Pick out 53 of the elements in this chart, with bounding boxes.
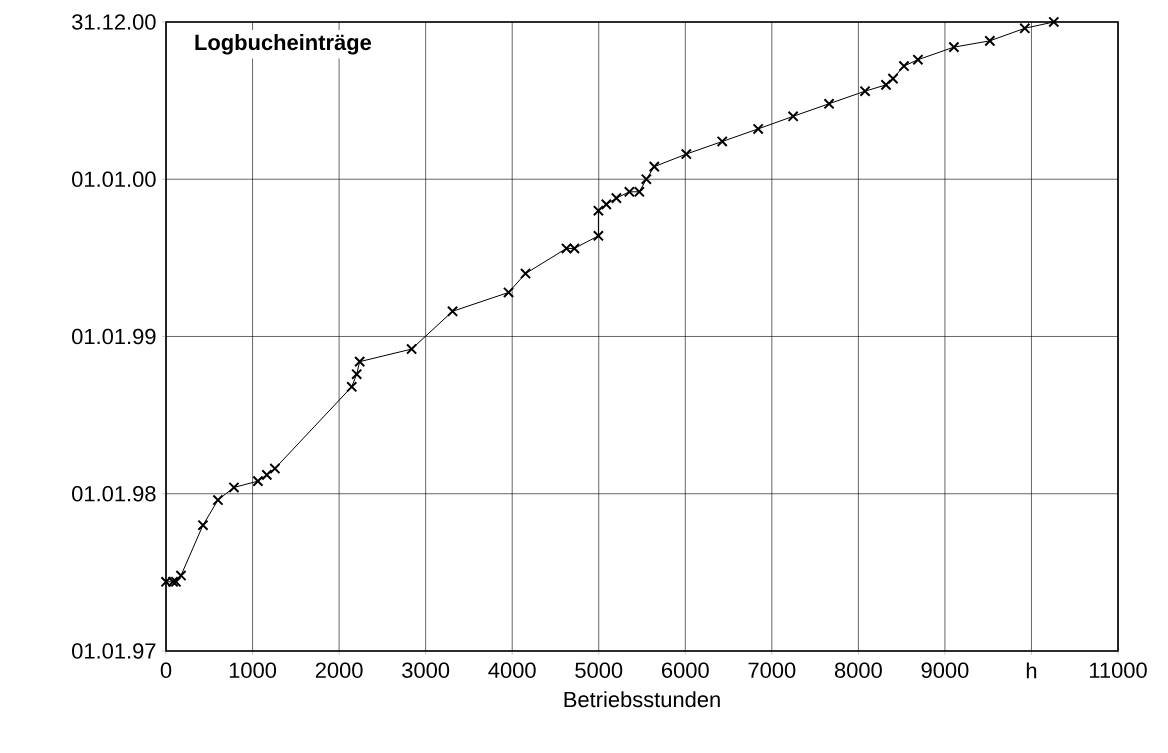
point [175, 569, 187, 582]
point [228, 481, 240, 494]
x-tick-label: 4000 [488, 662, 536, 678]
text: 01.01.99 [72, 328, 156, 345]
point [716, 135, 728, 148]
point [648, 161, 660, 173]
point [502, 286, 515, 299]
point [1048, 16, 1060, 28]
point [346, 381, 358, 393]
point [212, 494, 224, 506]
text: 01.01.97 [72, 643, 156, 659]
x-tick-label: 7000 [748, 662, 796, 678]
point [446, 305, 459, 317]
point [406, 343, 418, 355]
x-tick-label: h [1026, 662, 1037, 679]
point [252, 475, 264, 487]
x-axis-title: Betriebsstunden [564, 691, 720, 708]
x-tick-label: 6000 [662, 662, 709, 678]
point [787, 110, 799, 122]
point [823, 98, 835, 110]
point [592, 205, 604, 217]
text: 01.01.00 [72, 171, 156, 187]
text: 31.12.00 [72, 14, 156, 30]
x-tick-label: 2000 [315, 662, 363, 678]
x-tick-label: 11000 [1090, 662, 1147, 678]
point [197, 519, 209, 531]
x-tick-label: 9000 [921, 662, 969, 678]
point [640, 173, 652, 185]
x-tick-label: 8000 [834, 662, 882, 678]
text: Logbucheinträge [195, 34, 372, 55]
point [880, 79, 892, 91]
point [610, 192, 622, 204]
point [351, 368, 363, 380]
point [519, 268, 532, 280]
point [600, 198, 612, 210]
point [680, 148, 692, 160]
point [984, 35, 996, 47]
x-tick-label: 5000 [575, 662, 623, 678]
point [752, 123, 764, 135]
point [948, 41, 960, 53]
point [912, 54, 924, 66]
point [898, 60, 910, 72]
x-tick-label: 3000 [402, 662, 450, 678]
point [1019, 22, 1031, 34]
x-tick-label: 0 [160, 662, 172, 678]
point [887, 73, 899, 85]
point [261, 469, 273, 481]
point [592, 230, 604, 242]
x-tick-label: 1000 [229, 662, 277, 678]
point [269, 462, 281, 475]
point [354, 356, 366, 368]
text: 01.01.98 [72, 485, 156, 502]
point [859, 85, 871, 97]
